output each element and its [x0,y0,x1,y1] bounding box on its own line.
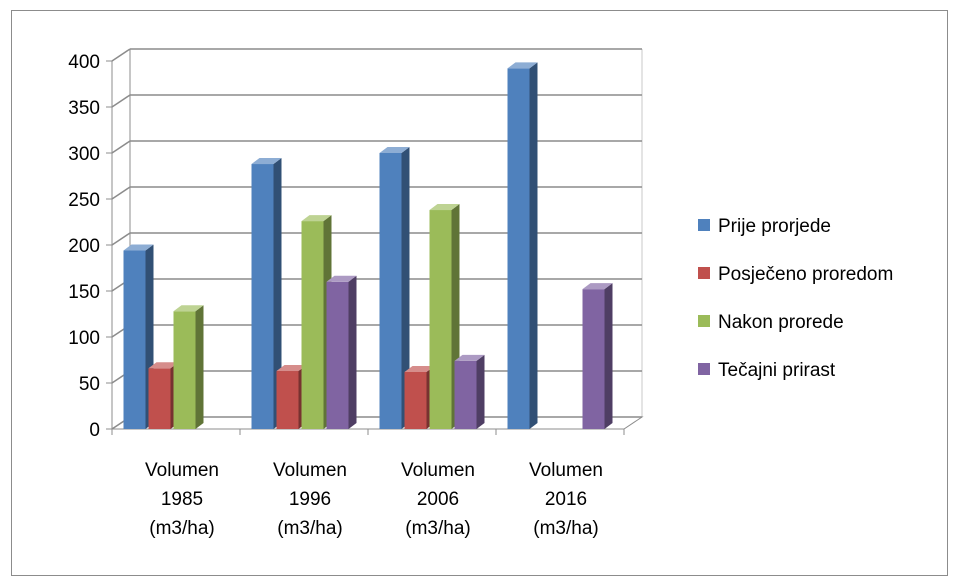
y-tick-label: 200 [68,236,100,257]
bar-front [326,281,349,429]
bar-side [348,275,357,429]
bar-front [379,153,402,429]
bar-top [404,365,435,372]
bar-top [582,283,613,290]
bar [582,283,613,429]
bar [454,354,485,429]
bar-top [454,354,485,361]
category-label: Volumen 2006 (m3/ha) [401,460,475,539]
y-tick-label: 100 [68,328,100,349]
y-tick-label: 300 [68,144,100,165]
category-label: Volumen 1985 (m3/ha) [145,460,219,539]
bar-front [251,164,274,430]
bar-front [301,221,324,429]
gridline-side [111,48,131,62]
bar-front [276,371,299,429]
bar-top [301,215,332,222]
y-tick-label: 350 [68,98,100,119]
legend-entry: Nakon prorede [698,312,844,333]
legend-swatch [698,267,710,279]
bar-front [507,68,530,430]
bar [507,62,538,430]
bar-top [123,244,154,251]
bar [379,147,410,429]
x-axis [111,428,625,435]
category-label: Volumen 1996 (m3/ha) [273,460,347,539]
y-axis-ticks: 0 50 100 150 200 250 300 350 400 [68,52,112,441]
bar-top [173,305,204,312]
gridline-side [111,94,131,108]
bar-front [123,250,146,429]
bar-front [148,368,171,429]
bar-side [476,354,485,429]
bar-top [276,365,307,372]
bar-top [326,275,357,282]
gridline-side [111,232,131,246]
legend-swatch [698,219,710,231]
legend-entry: Tečajni prirast [698,360,836,381]
category-labels: Volumen 1985 (m3/ha) Volumen 1996 (m3/ha) Volu… [145,460,603,539]
bar-side [604,283,613,429]
y-tick-label: 50 [79,374,100,395]
y-tick-label: 150 [68,282,100,303]
y-tick-label: 0 [89,420,100,441]
bars [123,62,613,430]
bar-top [251,158,282,165]
legend-swatch [698,363,710,375]
bar-top [379,147,410,153]
bar-side [273,158,282,430]
legend-entry: Posječeno proredom [698,264,893,285]
bar-chart: 0 50 100 150 200 250 300 350 400 Volumen 1985 (m3/… [68,48,893,539]
legend-label: Tečajni prirast [718,360,836,381]
gridline-side [111,140,131,154]
bar-side [401,147,410,429]
category-label: Volumen 2016 (m3/ha) [529,460,603,539]
legend: Prije prorjede Posječeno proredom Nakon pr… [698,216,893,381]
legend-label: Prije prorjede [718,216,831,237]
bar-top [148,362,179,369]
bar [251,158,282,430]
bar-side [195,305,204,429]
bar-front [404,371,427,429]
bar-top [429,204,460,211]
bar [173,305,204,429]
bar-front [454,360,477,429]
chart-frame: 0 50 100 150 200 250 300 350 400 Volumen 1985 (m3/… [11,10,948,576]
legend-entry: Prije prorjede [698,216,831,237]
gridline-side [111,186,131,200]
legend-label: Posječeno proredom [718,264,893,285]
y-tick-label: 250 [68,190,100,211]
bar-side [529,62,538,430]
legend-label: Nakon prorede [718,312,844,333]
bar-top [507,62,538,69]
bar-front [582,289,605,429]
bar-front [429,210,452,429]
bar [326,275,357,429]
bar-front [173,311,196,429]
legend-swatch [698,315,710,327]
y-tick-label: 400 [68,52,100,73]
